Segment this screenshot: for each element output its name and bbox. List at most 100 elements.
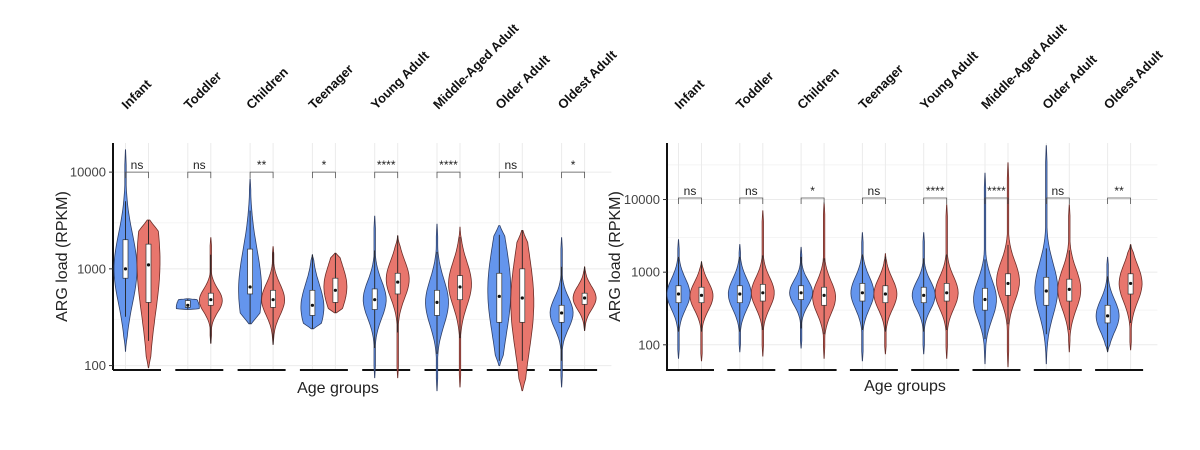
significance-label: * (810, 184, 815, 198)
median-point (1106, 314, 1110, 318)
box (145, 243, 152, 303)
box (122, 239, 129, 279)
median-point (560, 311, 564, 315)
facet-label: Children (243, 64, 291, 112)
significance-bracket (125, 171, 149, 179)
median-point (1006, 281, 1010, 286)
median-point (373, 298, 377, 302)
significance-bracket (312, 171, 336, 179)
facet-label: Toddler (733, 68, 777, 112)
x-axis-label: Age groups (864, 378, 946, 395)
significance-bracket (187, 171, 212, 179)
significance-bracket (678, 197, 702, 204)
median-point (310, 303, 314, 307)
median-point (248, 285, 252, 289)
significance-label: ns (131, 158, 144, 172)
median-point (983, 297, 987, 302)
significance-label: **** (377, 158, 396, 172)
box (1104, 304, 1111, 324)
facet-label: Young Adult (917, 47, 982, 112)
median-point (1129, 281, 1133, 286)
box (247, 248, 253, 295)
facet-label: Young Adult (368, 47, 433, 112)
facet-infant: Infant ns (666, 76, 714, 371)
median-point (738, 292, 742, 296)
box (519, 268, 526, 323)
facet-children: Children * (788, 64, 842, 371)
significance-label: ns (868, 184, 881, 198)
median-point (146, 263, 151, 267)
median-point (186, 303, 190, 307)
median-point (1044, 289, 1048, 293)
facet-young-adult: Young Adult **** (911, 47, 982, 371)
facet-teenager: Teenager * (299, 61, 356, 371)
median-point (209, 298, 213, 302)
significance-label: ns (745, 184, 758, 198)
significance-bracket (739, 197, 764, 204)
y-axis-label: ARG load (RPKM) (54, 191, 71, 322)
significance-label: * (571, 158, 576, 172)
median-point (497, 294, 501, 298)
significance-bracket (561, 171, 585, 179)
median-point (799, 291, 803, 295)
median-point (583, 296, 587, 300)
significance-bracket (923, 197, 948, 204)
significance-label: ns (684, 184, 697, 198)
median-point (922, 293, 926, 297)
median-point (860, 291, 865, 295)
box (309, 289, 316, 316)
significance-label: **** (439, 158, 458, 172)
median-point (822, 293, 826, 297)
facet-toddler: Toddler ns (727, 68, 777, 371)
significance-bracket (862, 197, 886, 204)
facet-label: Infant (672, 76, 708, 112)
median-point (676, 292, 681, 296)
significance-label: ** (1114, 184, 1124, 198)
y-tick-label: 100 (638, 337, 660, 352)
facet-toddler: Toddler ns (175, 68, 225, 371)
facet-label: Infant (119, 76, 155, 112)
facet-label: Older Adult (1039, 51, 1100, 112)
significance-label: **** (987, 184, 1006, 198)
facet-label: Older Adult (492, 51, 553, 112)
median-point (945, 291, 949, 295)
significance-label: ns (1051, 184, 1064, 198)
median-point (761, 291, 765, 295)
facet-teenager: Teenager ns (849, 61, 906, 371)
facet-older-adult: Older Adult ns (1033, 51, 1100, 371)
significance-label: **** (926, 184, 945, 198)
median-point (271, 298, 275, 302)
median-point (1067, 287, 1071, 291)
significance-bracket (249, 171, 274, 179)
chart-1: 100 1000 10000 ARG load (RPKM) Age groups Inf… (54, 20, 620, 397)
median-point (123, 267, 128, 271)
facet-label: Oldest Adult (1101, 47, 1166, 112)
y-tick-label: 100 (84, 358, 106, 373)
median-point (333, 288, 337, 292)
significance-bracket (1045, 197, 1070, 204)
significance-bracket (1107, 197, 1131, 204)
median-point (520, 296, 524, 300)
facet-label: Teenager (855, 61, 906, 112)
significance-bracket (800, 197, 825, 204)
significance-label: ns (504, 158, 517, 172)
significance-bracket (374, 171, 399, 179)
y-tick-label: 10000 (70, 165, 106, 180)
median-point (699, 293, 704, 297)
x-axis-label: Age groups (297, 380, 379, 397)
significance-bracket (984, 197, 1009, 204)
facet-children: Children ** (237, 64, 291, 371)
facet-older-adult: Older Adult ns (486, 51, 553, 392)
median-point (435, 300, 439, 304)
facet-label: Toddler (181, 68, 225, 112)
significance-label: * (322, 158, 327, 172)
median-point (396, 280, 400, 284)
median-point (458, 285, 462, 289)
facet-label: Teenager (305, 61, 356, 112)
facet-label: Oldest Adult (555, 47, 620, 112)
significance-label: ns (193, 158, 206, 172)
y-tick-label: 1000 (631, 265, 660, 280)
facet-middle-aged-adult: Middle-Aged Adult**** (424, 20, 522, 392)
